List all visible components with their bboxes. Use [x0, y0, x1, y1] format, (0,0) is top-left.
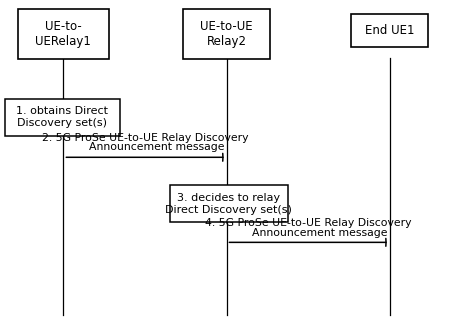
FancyBboxPatch shape: [351, 13, 428, 47]
Text: UE-to-UE
Relay2: UE-to-UE Relay2: [200, 20, 253, 48]
Text: 1. obtains Direct
Discovery set(s): 1. obtains Direct Discovery set(s): [16, 106, 108, 128]
FancyBboxPatch shape: [5, 99, 120, 135]
Text: End UE1: End UE1: [365, 24, 414, 37]
Text: UE-to-
UERelay1: UE-to- UERelay1: [35, 20, 92, 48]
FancyBboxPatch shape: [18, 9, 109, 58]
FancyBboxPatch shape: [183, 9, 270, 58]
Text: 4. 5G ProSe UE-to-UE Relay Discovery: 4. 5G ProSe UE-to-UE Relay Discovery: [205, 218, 411, 228]
Text: Announcement message: Announcement message: [251, 228, 387, 238]
FancyBboxPatch shape: [170, 186, 288, 222]
Text: Announcement message: Announcement message: [88, 143, 224, 152]
Text: 3. decides to relay
Direct Discovery set(s): 3. decides to relay Direct Discovery set…: [165, 193, 292, 215]
Text: 2. 5G ProSe UE-to-UE Relay Discovery: 2. 5G ProSe UE-to-UE Relay Discovery: [42, 133, 248, 143]
